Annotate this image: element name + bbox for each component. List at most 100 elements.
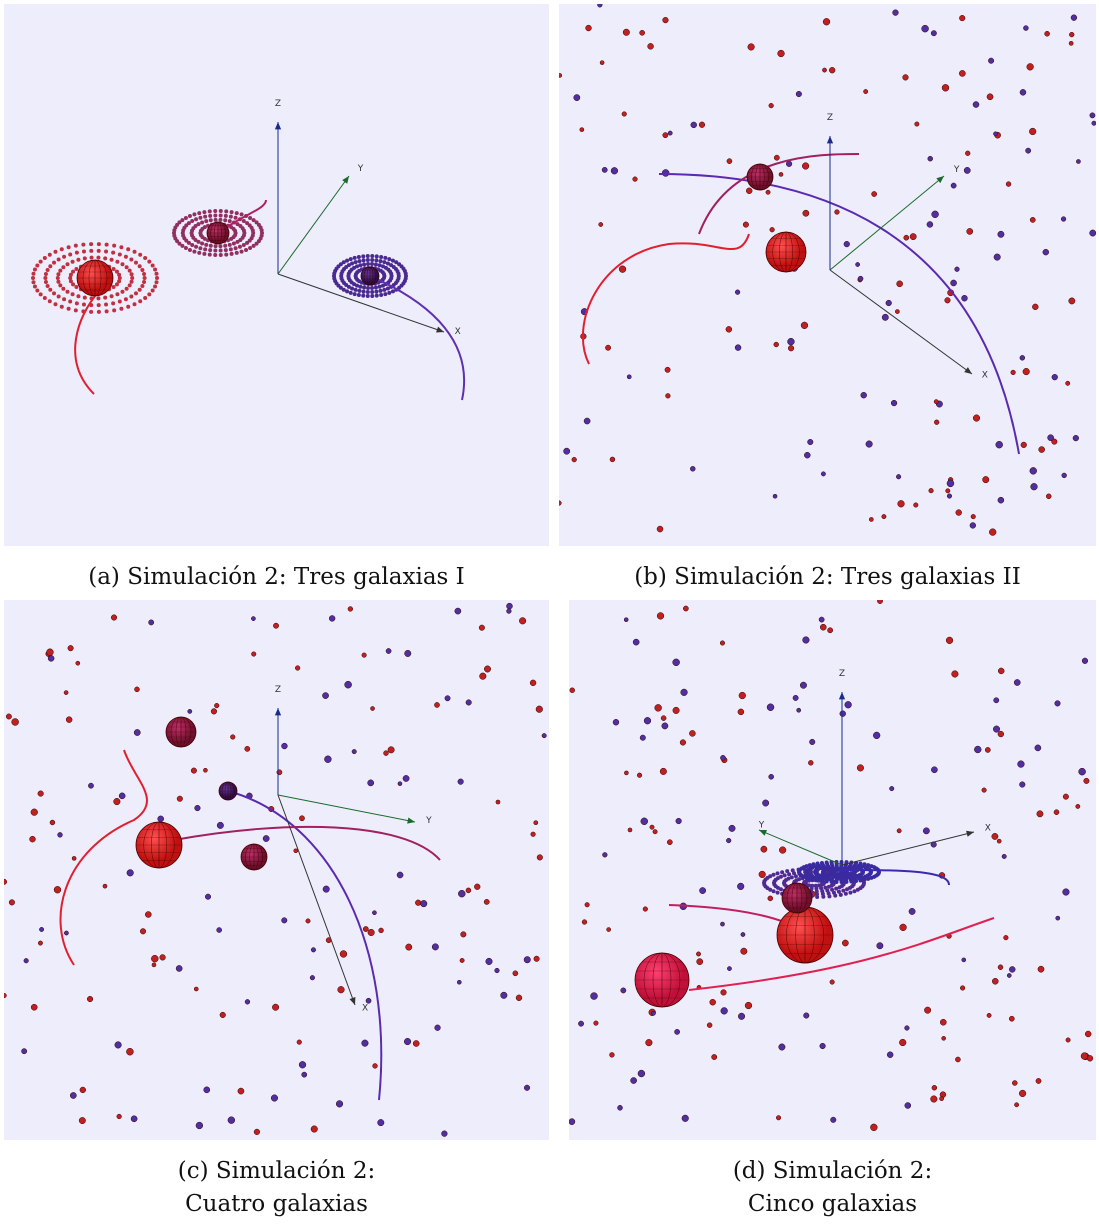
particle [821,895,825,899]
particle [209,244,213,248]
particle [204,219,208,223]
particle [110,294,114,298]
particle [644,717,651,724]
particle [1056,916,1060,920]
particle [50,820,55,825]
particle [637,773,642,778]
particle [194,245,198,249]
figure: ZYX ZYX ZYX ZYX (a) Simulación 2: Tres g… [0,0,1099,1226]
particle [987,94,993,100]
particle [897,829,901,833]
particle [134,291,138,295]
particle [374,258,378,262]
particle [33,268,37,272]
particle [816,878,820,882]
particle [404,271,408,275]
particle [83,296,87,300]
particle [198,246,202,250]
particle [379,255,383,259]
particle [323,886,329,892]
particle [374,262,378,266]
particle [1066,1038,1070,1042]
particle [844,241,850,247]
particle [110,258,114,262]
particle [282,918,288,924]
particle [1048,435,1054,441]
particle [727,966,731,970]
particle [610,1052,615,1057]
particle [196,222,200,226]
trajectory [659,174,1019,454]
particle [138,253,142,257]
particle [223,244,227,248]
particle [272,1004,278,1010]
particle [689,730,695,736]
particle [776,891,780,895]
particle [830,880,834,884]
particle [812,878,816,882]
particle [373,1063,378,1068]
particle [311,1126,318,1133]
particle [251,228,255,232]
particle [39,292,43,296]
particle [971,514,976,519]
particle [229,215,233,219]
particle [224,253,228,257]
particle [404,1038,411,1045]
particle [338,986,345,993]
particle [143,256,147,260]
axis-arrow [436,327,444,333]
particle [910,233,916,239]
particle [240,212,244,216]
particle [217,927,222,932]
particle [294,849,298,853]
particle [1006,182,1011,187]
particle [673,707,679,713]
particle [650,825,654,829]
particle [985,747,990,752]
particle [815,895,819,899]
axis-label: Z [839,669,845,679]
axis-arrow [936,176,944,183]
particle [578,1021,583,1026]
particle [729,825,735,831]
particle [53,302,57,306]
particle [115,1042,122,1049]
particle [66,262,70,266]
particle [844,892,848,896]
particle [74,244,78,248]
particle [61,287,65,291]
particle [905,1103,911,1109]
particle [348,607,353,612]
particle [496,800,500,804]
particle [994,254,1000,260]
particle [88,783,93,788]
particle [204,1087,210,1093]
caption-c: (c) Simulación 2:Cuatro galaxias [4,1155,549,1221]
particle [1004,935,1009,940]
particle [873,732,880,739]
particle [232,242,236,246]
particle [897,281,903,287]
particle [461,932,467,938]
particle [939,1096,943,1100]
caption-line: (a) Simulación 2: Tres galaxias I [4,561,549,594]
particle [147,260,151,264]
particle [415,900,421,906]
particle [619,266,626,273]
particle [501,992,508,999]
particle [460,958,464,962]
particle [945,298,951,304]
particle [854,879,858,883]
particle [993,132,997,136]
particle [856,262,860,266]
particle [627,375,631,379]
particle [858,862,862,866]
particle [420,900,427,907]
particle [820,879,824,883]
particle [1066,381,1070,385]
particle [378,1119,384,1125]
particle [769,103,774,108]
particle [804,452,810,458]
panel-a: ZYX [4,4,549,546]
